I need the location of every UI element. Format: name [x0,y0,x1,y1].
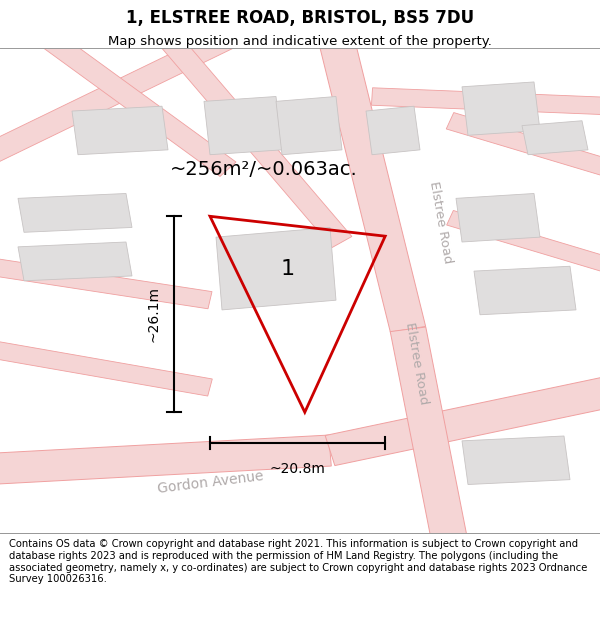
Polygon shape [366,106,420,155]
Polygon shape [325,372,600,466]
Text: 1: 1 [281,259,295,279]
Polygon shape [462,436,570,484]
Polygon shape [319,36,425,332]
Text: ~20.8m: ~20.8m [269,462,326,476]
Polygon shape [216,228,336,310]
Polygon shape [0,340,212,396]
Polygon shape [0,258,212,309]
Polygon shape [158,32,352,248]
Text: ~26.1m: ~26.1m [147,286,161,342]
Polygon shape [371,88,600,115]
Polygon shape [522,121,588,155]
Polygon shape [0,435,331,486]
Polygon shape [390,327,468,545]
Polygon shape [462,82,540,135]
Text: 1, ELSTREE ROAD, BRISTOL, BS5 7DU: 1, ELSTREE ROAD, BRISTOL, BS5 7DU [126,9,474,27]
Polygon shape [18,194,132,232]
Polygon shape [0,29,235,164]
Text: Contains OS data © Crown copyright and database right 2021. This information is : Contains OS data © Crown copyright and d… [9,539,587,584]
Polygon shape [72,106,168,155]
Polygon shape [276,96,342,155]
Text: ~256m²/~0.063ac.: ~256m²/~0.063ac. [170,160,358,179]
Polygon shape [446,112,600,178]
Text: Gordon Avenue: Gordon Avenue [156,469,264,496]
Polygon shape [446,211,600,274]
Polygon shape [474,266,576,315]
Polygon shape [18,242,132,281]
Text: Elstree Road: Elstree Road [403,321,431,406]
Text: Elstree Road: Elstree Road [427,181,455,265]
Polygon shape [204,96,282,155]
Text: Map shows position and indicative extent of the property.: Map shows position and indicative extent… [108,34,492,48]
Polygon shape [40,31,236,176]
Polygon shape [456,194,540,242]
